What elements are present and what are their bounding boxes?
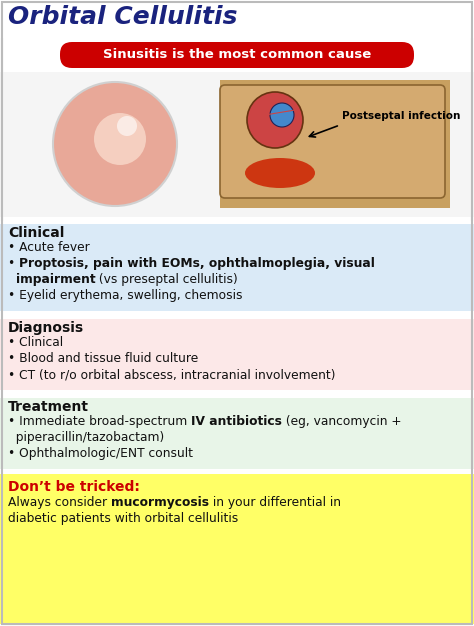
Bar [0, 395, 474, 469]
Text: impairment: impairment [16, 273, 95, 286]
Text: • Blood and tissue fluid culture: • Blood and tissue fluid culture [8, 352, 198, 365]
Bar [0, 469, 474, 474]
Bar [0, 395, 474, 398]
Text: Always consider: Always consider [8, 496, 111, 509]
Text: (eg, vancomycin +: (eg, vancomycin + [282, 415, 401, 428]
Bar [0, 0, 474, 38]
Bar [0, 316, 474, 319]
Text: Orbital Cellulitis: Orbital Cellulitis [8, 5, 237, 29]
Text: piperacillin/tazobactam): piperacillin/tazobactam) [8, 431, 164, 444]
Circle shape [94, 113, 146, 165]
Text: in your differential in: in your differential in [209, 496, 341, 509]
Text: • Acute fever: • Acute fever [8, 241, 90, 254]
Text: Diagnosis: Diagnosis [8, 321, 84, 335]
Text: Sinusitis is the most common cause: Sinusitis is the most common cause [103, 48, 371, 61]
Bar [0, 390, 474, 395]
Bar [0, 72, 474, 217]
Circle shape [53, 82, 177, 206]
Circle shape [270, 103, 294, 127]
FancyBboxPatch shape [220, 85, 445, 198]
Bar [0, 221, 474, 311]
Ellipse shape [245, 158, 315, 188]
Text: • Eyelid erythema, swelling, chemosis: • Eyelid erythema, swelling, chemosis [8, 289, 243, 302]
Circle shape [247, 92, 303, 148]
Text: Don’t be tricked:: Don’t be tricked: [8, 480, 140, 494]
Text: Clinical: Clinical [8, 226, 64, 240]
Text: • CT (to r/o orbital abscess, intracranial involvement): • CT (to r/o orbital abscess, intracrani… [8, 368, 336, 381]
Text: • Clinical: • Clinical [8, 336, 63, 349]
Text: • Immediate broad-spectrum: • Immediate broad-spectrum [8, 415, 191, 428]
Text: diabetic patients with orbital cellulitis: diabetic patients with orbital celluliti… [8, 512, 238, 525]
Text: Treatment: Treatment [8, 400, 89, 414]
Bar [0, 316, 474, 390]
Text: • Ophthalmologic/ENT consult: • Ophthalmologic/ENT consult [8, 447, 193, 460]
Bar [0, 311, 474, 316]
Text: mucormycosis: mucormycosis [111, 496, 209, 509]
Bar [220, 80, 450, 208]
Text: •: • [8, 257, 19, 270]
Circle shape [117, 116, 137, 136]
Text: Postseptal infection: Postseptal infection [342, 111, 460, 121]
Text: IV antibiotics: IV antibiotics [191, 415, 282, 428]
Bar [0, 474, 474, 624]
Text: Proptosis, pain with EOMs, ophthalmoplegia, visual: Proptosis, pain with EOMs, ophthalmopleg… [19, 257, 375, 270]
Text: (vs preseptal cellulitis): (vs preseptal cellulitis) [95, 273, 238, 286]
FancyBboxPatch shape [60, 42, 414, 68]
Bar [0, 221, 474, 224]
